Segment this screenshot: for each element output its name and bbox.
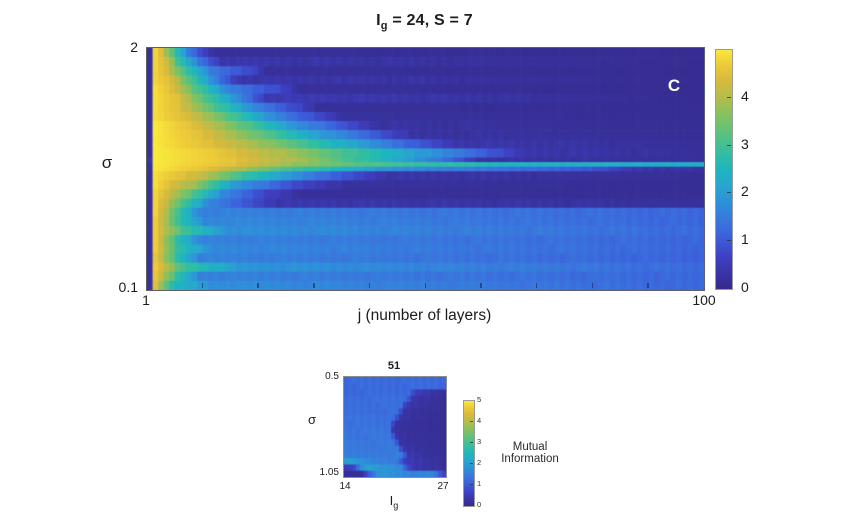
main-title-base: I (376, 12, 381, 29)
inset-x-axis-label: Ig (343, 493, 445, 511)
tick-mark (470, 442, 473, 443)
tick-mark (470, 463, 473, 464)
inset-colorbar-label-line1: Mutual (512, 441, 548, 453)
main-x-tick-max: 100 (692, 292, 716, 308)
inset-heatmap-canvas (343, 376, 447, 478)
panel-letter-annotation: C (667, 76, 681, 95)
main-y-axis-label: σ (101, 153, 113, 172)
main-chart-title: Ig = 24, S = 7 (146, 12, 703, 38)
tick-mark (470, 421, 473, 422)
tick-mark (424, 283, 426, 288)
inset-chart-title: 51 (387, 360, 401, 372)
main-y-tick-max: 2 (130, 39, 138, 55)
inset-xlabel-subscript: g (393, 500, 399, 511)
tick-mark (647, 283, 649, 288)
tick-mark (591, 283, 594, 288)
tick-mark (201, 283, 204, 288)
inset-xlabel-base: I (389, 493, 394, 508)
main-y-tick-min: 0.1 (118, 279, 138, 295)
main-colorbar-tick-4: 4 (741, 88, 749, 104)
inset-colorbar-tick-0: 0 (477, 500, 482, 509)
tick-mark (727, 192, 731, 193)
inset-x-tick-max: 27 (437, 481, 449, 492)
main-title-rest: = 24, S = 7 (387, 12, 473, 29)
inset-colorbar-tick-4: 4 (477, 416, 482, 425)
tick-mark (470, 484, 473, 485)
main-heatmap-canvas (146, 47, 705, 291)
inset-y-axis-label: σ (307, 412, 317, 427)
tick-mark (368, 283, 371, 288)
inset-colorbar-tick-1: 1 (477, 479, 482, 488)
inset-colorbar-tick-3: 3 (477, 437, 482, 446)
tick-mark (727, 145, 731, 146)
main-x-tick-min: 1 (142, 292, 150, 308)
main-colorbar-tick-1: 1 (741, 231, 749, 247)
main-x-axis-label: j (number of layers) (357, 307, 492, 324)
tick-mark (535, 283, 538, 288)
inset-colorbar-tick-5: 5 (477, 395, 482, 404)
tick-mark (313, 283, 315, 288)
inset-y-tick-top: 0.5 (325, 371, 339, 382)
inset-colorbar-canvas (463, 400, 475, 507)
main-colorbar-tick-0: 0 (741, 279, 749, 295)
main-colorbar-canvas (715, 49, 733, 290)
inset-colorbar-tick-2: 2 (477, 458, 482, 467)
main-colorbar-tick-3: 3 (741, 136, 749, 152)
tick-mark (727, 240, 731, 241)
main-colorbar-tick-2: 2 (741, 183, 749, 199)
main-title-subscript: g (380, 20, 388, 33)
inset-colorbar-label-line2: Information (501, 453, 559, 465)
tick-mark (727, 97, 731, 98)
inset-x-tick-min: 14 (339, 481, 351, 492)
inset-y-tick-bottom: 1.05 (319, 467, 339, 478)
tick-mark (257, 283, 259, 288)
tick-mark (480, 283, 482, 288)
